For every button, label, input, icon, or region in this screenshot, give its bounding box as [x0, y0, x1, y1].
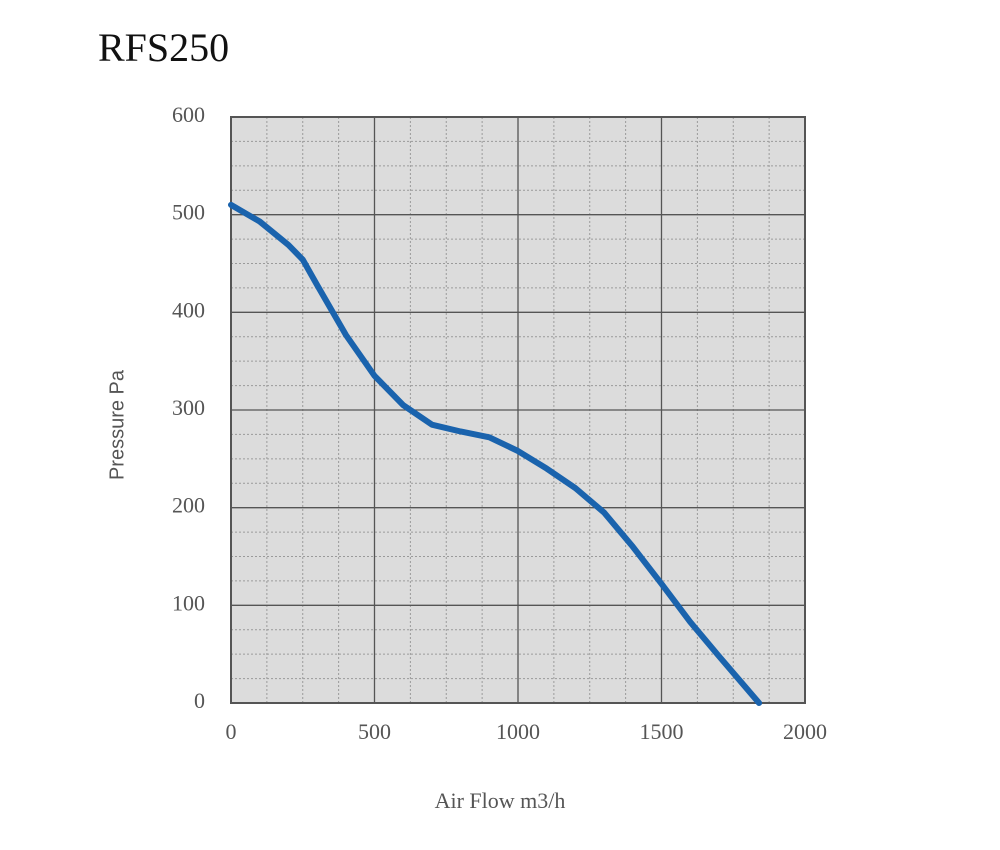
y-tick-label: 300	[172, 395, 205, 420]
y-tick-label: 200	[172, 493, 205, 518]
chart-title: RFS250	[98, 25, 229, 70]
x-axis-label: Air Flow m3/h	[435, 788, 566, 813]
y-tick-label: 400	[172, 297, 205, 322]
curve	[228, 201, 763, 706]
x-tick-label: 1500	[640, 719, 684, 744]
y-tick-label: 100	[172, 590, 205, 615]
y-tick-label: 0	[194, 688, 205, 713]
plot-frame	[230, 116, 806, 704]
x-tick-label: 1000	[496, 719, 540, 744]
y-tick-label: 500	[172, 200, 205, 225]
x-tick-label: 500	[358, 719, 391, 744]
x-tick-label: 2000	[783, 719, 827, 744]
y-axis-label: Pressure Pa	[106, 369, 128, 480]
x-tick-label: 0	[226, 719, 237, 744]
y-tick-label: 600	[172, 102, 205, 127]
